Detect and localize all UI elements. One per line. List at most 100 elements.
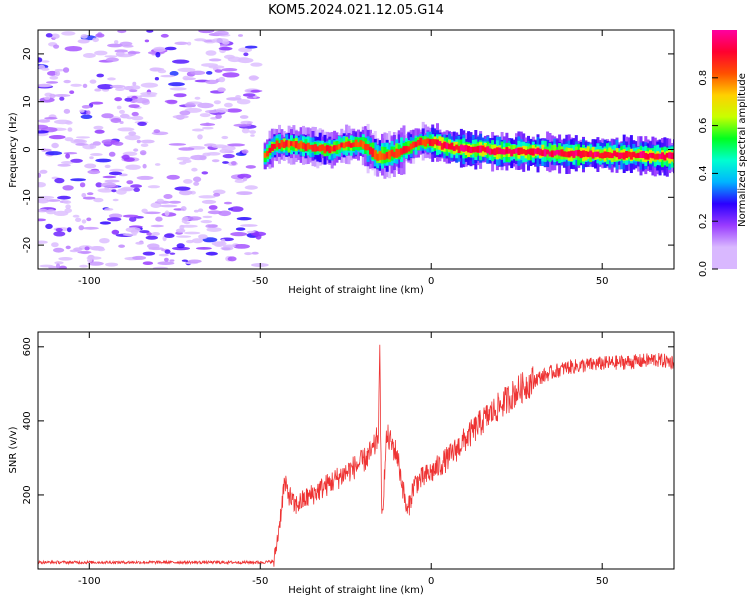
- ridge-cell: [395, 148, 399, 158]
- noise-blob: [227, 143, 246, 147]
- noise-blob: [127, 51, 141, 54]
- noise-blob: [111, 189, 117, 193]
- ridge-cell: [625, 151, 629, 158]
- noise-blob: [53, 44, 60, 49]
- ridge-cell: [649, 152, 652, 158]
- noise-blob: [100, 182, 117, 188]
- noise-blob: [146, 30, 154, 33]
- noise-blob: [92, 37, 99, 43]
- ridge-cell: [373, 150, 377, 160]
- noise-blob: [131, 111, 139, 117]
- noise-blob: [94, 129, 105, 134]
- ridge-cell: [392, 151, 396, 158]
- noise-blob: [61, 161, 74, 164]
- colorbar: 0.0 0.2 0.4 0.6 0.8 Normalized spectral ampl…: [698, 30, 748, 277]
- noise-blob: [80, 114, 93, 120]
- noise-blob: [139, 230, 150, 234]
- noise-blob: [150, 224, 164, 228]
- noise-blob: [237, 173, 252, 179]
- ridge-cell: [304, 143, 308, 152]
- noise-blob: [248, 75, 259, 81]
- ridge-cell: [572, 150, 576, 158]
- noise-blob: [213, 192, 221, 197]
- noise-blob: [241, 149, 249, 154]
- noise-blob: [97, 188, 114, 193]
- ridge-cell: [443, 141, 447, 149]
- noise-blob: [108, 151, 116, 157]
- noise-blob: [51, 242, 59, 248]
- ridge-cell: [560, 149, 564, 157]
- noise-blob: [38, 130, 49, 134]
- ridge-cell: [617, 152, 621, 160]
- noise-blob: [38, 64, 45, 70]
- noise-blob: [101, 113, 114, 119]
- noise-blob: [47, 70, 58, 76]
- y-tick-label: -20: [22, 237, 33, 253]
- ridge-cell: [342, 142, 346, 149]
- noise-blob: [150, 202, 162, 208]
- ridge-cell: [639, 151, 643, 158]
- colorbar-ticks: 0.0 0.2 0.4 0.6 0.8: [698, 70, 718, 277]
- noise-blob: [180, 206, 187, 212]
- ridge-cell: [397, 149, 401, 157]
- noise-blob: [39, 264, 54, 268]
- ridge-cell: [565, 151, 569, 158]
- noise-blob: [139, 150, 147, 156]
- noise-blob: [99, 238, 110, 244]
- ridge-cell: [311, 144, 315, 152]
- noise-blob: [119, 109, 125, 114]
- ridge-cell: [476, 145, 480, 153]
- ridge-cell: [419, 137, 423, 146]
- noise-blob: [134, 97, 150, 104]
- noise-blob: [105, 262, 119, 267]
- noise-blob: [164, 249, 171, 254]
- noise-blob: [195, 247, 212, 250]
- noise-blob: [65, 153, 70, 159]
- noise-blob: [54, 68, 65, 72]
- noise-blob: [63, 108, 71, 114]
- ridge-cell: [275, 140, 279, 147]
- y-tick-label: 10: [22, 95, 33, 108]
- noise-blob: [104, 179, 120, 183]
- noise-blob: [220, 238, 226, 244]
- ridge-cell: [263, 152, 267, 158]
- noise-blob: [136, 139, 141, 144]
- noise-blob: [168, 200, 181, 204]
- ridge-cell: [591, 152, 595, 159]
- noise-blob: [169, 87, 187, 91]
- noise-blob: [143, 211, 161, 215]
- noise-blob: [153, 129, 161, 134]
- ridge-cell: [529, 148, 533, 156]
- noise-blob: [164, 46, 177, 51]
- ridge-cell: [313, 144, 317, 152]
- spectrogram-noise-blobs: [38, 30, 269, 269]
- noise-blob: [140, 92, 158, 96]
- snr-x-axis-label: Height of straight line (km): [288, 585, 424, 596]
- ridge-cell: [603, 151, 607, 158]
- ridge-cell: [615, 152, 619, 158]
- noise-blob: [154, 163, 161, 166]
- noise-blob: [244, 252, 253, 256]
- noise-blob: [215, 108, 229, 113]
- noise-blob: [193, 209, 199, 213]
- noise-blob: [50, 33, 60, 39]
- ridge-cell: [347, 141, 351, 147]
- noise-blob: [222, 154, 235, 159]
- ridge-cell: [421, 139, 425, 146]
- noise-blob: [240, 120, 253, 125]
- noise-blob: [227, 256, 237, 262]
- spectrogram-y-ticks: -20 -10 0 10 20: [22, 48, 674, 253]
- noise-blob: [211, 38, 229, 43]
- ridge-cell: [567, 151, 571, 158]
- noise-blob: [109, 84, 126, 89]
- noise-blob: [133, 148, 139, 152]
- ridge-cell: [445, 142, 449, 149]
- noise-blob: [183, 179, 193, 184]
- noise-blob: [38, 57, 43, 63]
- x-tick-label: 0: [428, 276, 434, 287]
- noise-blob: [70, 178, 86, 182]
- ridge-cell: [522, 149, 526, 154]
- noise-blob: [164, 210, 170, 216]
- ridge-cell: [285, 140, 289, 147]
